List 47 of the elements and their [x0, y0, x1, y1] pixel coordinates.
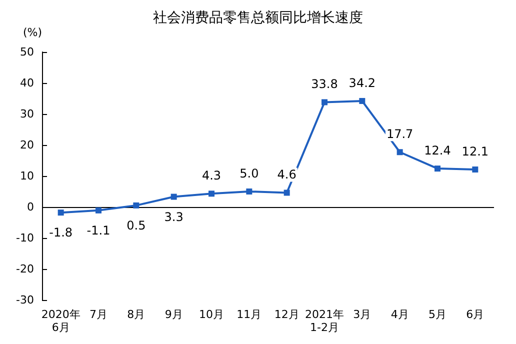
data-label: 12.4	[424, 144, 451, 158]
x-tick-label: 2021年 1-2月	[305, 308, 344, 334]
point	[133, 202, 140, 208]
x-tick-label: 9月	[164, 308, 183, 321]
x-tick-label: 3月	[353, 308, 372, 321]
point	[472, 166, 478, 172]
point	[58, 210, 64, 216]
data-label: 34.2	[348, 76, 376, 90]
x-tick-label: 6月	[466, 308, 484, 321]
data-label: -1.8	[49, 226, 73, 240]
data-label: 0.5	[126, 218, 146, 232]
y-tick-label: 40	[20, 76, 34, 90]
data-label: 4.3	[202, 168, 222, 183]
y-tick-label: 10	[20, 170, 34, 182]
data-label: 3.3	[164, 210, 184, 224]
y-tick-label: -30	[16, 294, 34, 306]
point	[396, 149, 403, 156]
y-tick-label: 20	[20, 138, 34, 152]
chart-title: 社会消费品零售总额同比增长速度	[153, 10, 363, 26]
point	[96, 207, 102, 214]
y-tick-label: 50	[20, 46, 34, 58]
point	[284, 190, 290, 196]
x-tick-label: 7月	[90, 308, 108, 321]
point	[208, 190, 214, 197]
y-tick-label: -20	[16, 262, 34, 276]
data-label: -1.1	[86, 223, 110, 238]
point	[359, 98, 366, 104]
x-tick-label: 10月	[199, 308, 224, 321]
x-tick-label: 8月	[127, 308, 146, 321]
point	[434, 166, 440, 172]
x-tick-label: 11月	[236, 308, 262, 321]
data-label: 4.6	[277, 168, 296, 182]
data-label: 33.8	[311, 77, 338, 92]
data-label: 5.0	[240, 166, 259, 180]
point	[246, 188, 252, 194]
x-tick-label: 2020年 6月	[41, 308, 80, 334]
point	[170, 194, 177, 200]
data-label: 12.1	[462, 144, 489, 158]
data-label: 17.7	[386, 127, 414, 142]
y-tick-label: 30	[20, 108, 34, 120]
x-tick-label: 12月	[274, 308, 300, 321]
x-tick-label: 5月	[428, 308, 446, 321]
x-tick-label: 4月	[390, 308, 409, 321]
y-tick-label: -10	[16, 232, 34, 244]
y-tick-label: 0	[27, 200, 34, 214]
y-axis-title: (%)	[22, 26, 42, 39]
point	[322, 99, 328, 106]
